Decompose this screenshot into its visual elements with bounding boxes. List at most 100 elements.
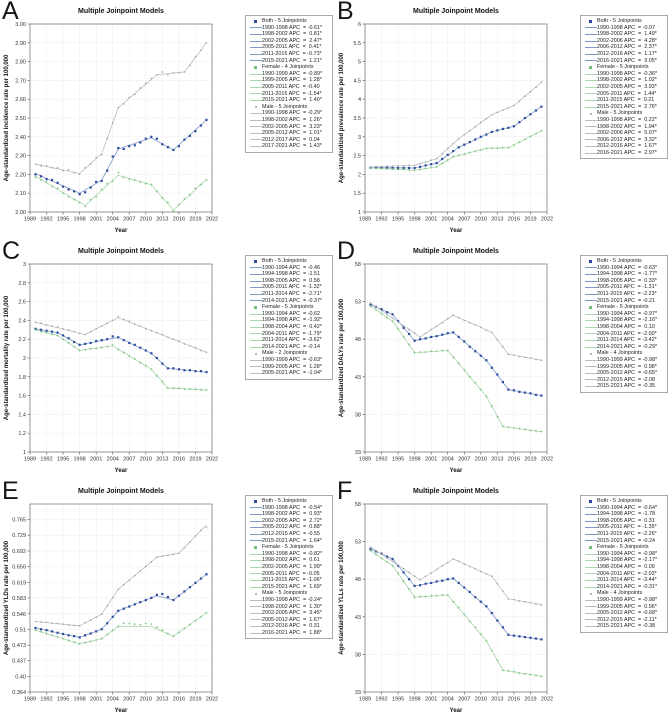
x-tick-label: 2001 — [90, 457, 102, 463]
data-point-both — [45, 629, 48, 632]
data-point-male — [391, 317, 394, 319]
legend-line-swatch — [249, 520, 262, 522]
legend-box: Both - 5 Joinpoints 1990-1998 APC = -0.61… — [245, 15, 333, 153]
legend-line-swatch — [584, 379, 597, 381]
legend-apc-entry: 2011-2015 APC = -2.23* — [584, 291, 664, 298]
legend-apc-entry: 1990-1998 APC = -0.24* — [249, 597, 329, 604]
data-point-male — [150, 77, 153, 80]
legend-marker-glyph — [254, 306, 257, 309]
legend-apc-entry: 2005-2011 APC = -0.40 — [249, 84, 329, 91]
data-point-male — [468, 129, 471, 132]
legend-line-swatch — [249, 533, 262, 535]
data-point-both — [205, 573, 208, 576]
legend-apc-label: 1990-1999 APC = -0.98* — [597, 356, 658, 363]
legend-apc-label: 2002-2005 APC = 2.72* — [262, 517, 322, 524]
legend-apc-entry: 1990-1998 APC = -0.29* — [249, 110, 329, 117]
x-tick-label: 2001 — [425, 457, 437, 463]
y-tick-label: 3 — [23, 262, 26, 268]
y-tick-label: 0.619 — [12, 580, 26, 586]
data-point-both — [67, 634, 70, 637]
data-point-male — [40, 165, 42, 167]
legend-apc-label: 1990-1999 APC = -0.89* — [262, 70, 323, 77]
data-point-both — [385, 311, 389, 314]
legend-apc-entry: 2014-2021 APC = -0.31* — [584, 584, 664, 591]
legend-apc-entry: 1990-1999 APC = -0.98* — [584, 357, 664, 364]
data-point-male — [441, 321, 444, 324]
data-point-both — [507, 126, 510, 129]
data-point-both — [485, 359, 488, 362]
data-point-male — [34, 321, 37, 324]
legend-apc-entry: 2002-2005 APC = 3.45* — [249, 610, 329, 617]
line-swatch-icon — [584, 359, 597, 361]
y-tick-label: 5 — [358, 60, 361, 66]
x-tick-label: 2019 — [189, 697, 201, 703]
line-swatch-icon — [584, 40, 597, 42]
legend-series-name: Male - 4 Joinpoints — [597, 590, 643, 597]
legend-line-swatch — [249, 513, 262, 515]
line-swatch-icon — [249, 132, 262, 134]
legend-line-swatch — [584, 119, 597, 121]
data-point-male — [78, 173, 81, 176]
data-point-both — [408, 332, 411, 336]
data-point-both — [529, 392, 532, 395]
legend-apc-entry: 1998-2005 APC = 0.58 — [249, 278, 329, 285]
data-point-male — [73, 330, 75, 333]
data-point-both — [523, 636, 527, 639]
legend-marker-glyph — [589, 352, 592, 355]
data-point-male — [480, 326, 482, 328]
data-point-male — [205, 351, 208, 354]
line-swatch-icon — [584, 300, 597, 302]
data-point-both — [518, 121, 521, 124]
data-point-both — [100, 179, 103, 183]
legend-line-swatch — [584, 53, 597, 55]
x-tick-label: 2016 — [173, 217, 185, 223]
x-axis-label: Year — [115, 228, 128, 234]
line-swatch-icon — [249, 626, 262, 628]
data-point-male — [183, 343, 186, 345]
data-point-both — [512, 389, 516, 392]
line-swatch-icon — [584, 372, 597, 374]
data-point-both — [155, 593, 158, 596]
line-swatch-icon — [249, 326, 262, 328]
legend-apc-label: 1998-2005 APC = 0.33* — [597, 277, 657, 284]
data-point-both — [50, 178, 54, 182]
y-tick-label: 33 — [355, 450, 361, 456]
legend-line-swatch — [584, 60, 597, 62]
line-swatch-icon — [584, 152, 597, 154]
data-point-male — [491, 113, 493, 116]
legend-apc-entry: 2004-2011 APC = -2.03* — [584, 571, 664, 578]
data-point-male — [513, 598, 515, 601]
data-point-male — [51, 325, 53, 327]
y-axis-label: Age-standardized YLDs rate per 100,000 — [4, 540, 10, 655]
data-point-male — [408, 328, 410, 331]
data-point-male — [106, 137, 109, 140]
data-point-male — [380, 165, 383, 168]
line-swatch-icon — [584, 346, 597, 348]
line-swatch-icon — [584, 280, 597, 282]
legend-apc-label: 2011-2014 APC = -2.71* — [262, 290, 322, 297]
legend-line-swatch — [584, 273, 597, 275]
line-swatch-icon — [584, 287, 597, 289]
data-point-both — [56, 331, 59, 334]
data-point-both — [144, 137, 147, 140]
data-point-male — [167, 73, 169, 76]
data-point-male — [480, 121, 482, 124]
data-point-male — [145, 328, 147, 330]
x-tick-label: 1995 — [392, 457, 404, 463]
legend-line-swatch — [249, 267, 262, 269]
legend-line-swatch — [249, 47, 262, 49]
x-axis-label: Year — [115, 708, 128, 714]
data-point-both — [95, 630, 98, 633]
data-point-both — [199, 370, 203, 373]
legend-apc-label: 1990-1998 APC = -0.24* — [262, 596, 323, 603]
y-tick-label: 0.40 — [15, 675, 26, 681]
data-point-male — [189, 64, 191, 67]
data-point-male — [73, 624, 75, 627]
fit-line-male — [370, 302, 542, 361]
data-point-both — [166, 367, 169, 370]
data-point-both — [402, 166, 405, 170]
data-point-both — [199, 577, 203, 580]
data-point-male — [62, 328, 64, 330]
y-tick-label: 1 — [23, 450, 26, 456]
